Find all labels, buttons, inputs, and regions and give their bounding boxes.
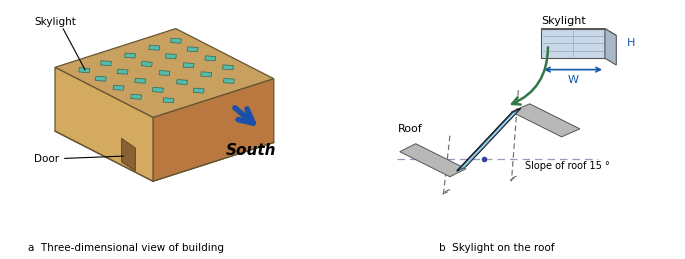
Polygon shape xyxy=(159,70,170,76)
Polygon shape xyxy=(400,144,466,177)
Polygon shape xyxy=(205,56,216,61)
Polygon shape xyxy=(122,139,136,171)
Polygon shape xyxy=(459,110,519,170)
Polygon shape xyxy=(201,72,212,77)
Text: Slope of roof 15 °: Slope of roof 15 ° xyxy=(525,161,610,171)
Polygon shape xyxy=(141,61,152,67)
Polygon shape xyxy=(149,45,160,50)
Polygon shape xyxy=(55,67,153,181)
Polygon shape xyxy=(113,85,124,90)
Polygon shape xyxy=(223,65,234,70)
Polygon shape xyxy=(223,78,234,83)
Polygon shape xyxy=(183,63,194,68)
Text: H: H xyxy=(627,38,635,48)
Text: Roof: Roof xyxy=(397,124,422,134)
Polygon shape xyxy=(153,79,274,181)
Polygon shape xyxy=(79,68,90,73)
Text: b  Skylight on the roof: b Skylight on the roof xyxy=(438,243,554,253)
Text: a  Three-dimensional view of building: a Three-dimensional view of building xyxy=(27,243,223,253)
Text: Skylight: Skylight xyxy=(34,17,76,27)
Polygon shape xyxy=(177,80,188,85)
Polygon shape xyxy=(95,76,106,81)
Polygon shape xyxy=(153,87,163,92)
Polygon shape xyxy=(541,28,605,58)
Polygon shape xyxy=(457,108,521,171)
Polygon shape xyxy=(55,28,274,118)
Polygon shape xyxy=(187,47,198,52)
Polygon shape xyxy=(101,61,112,66)
Polygon shape xyxy=(125,53,136,58)
Polygon shape xyxy=(131,94,142,99)
Text: South: South xyxy=(226,142,276,157)
Polygon shape xyxy=(163,98,174,103)
Text: Skylight: Skylight xyxy=(541,16,586,26)
Polygon shape xyxy=(166,54,176,59)
Polygon shape xyxy=(541,28,616,35)
Text: W: W xyxy=(567,75,579,85)
Polygon shape xyxy=(117,69,128,74)
Polygon shape xyxy=(135,78,146,83)
Polygon shape xyxy=(605,28,616,65)
Text: Door: Door xyxy=(34,154,60,163)
Polygon shape xyxy=(512,104,580,137)
Polygon shape xyxy=(171,38,182,43)
Polygon shape xyxy=(193,88,204,93)
